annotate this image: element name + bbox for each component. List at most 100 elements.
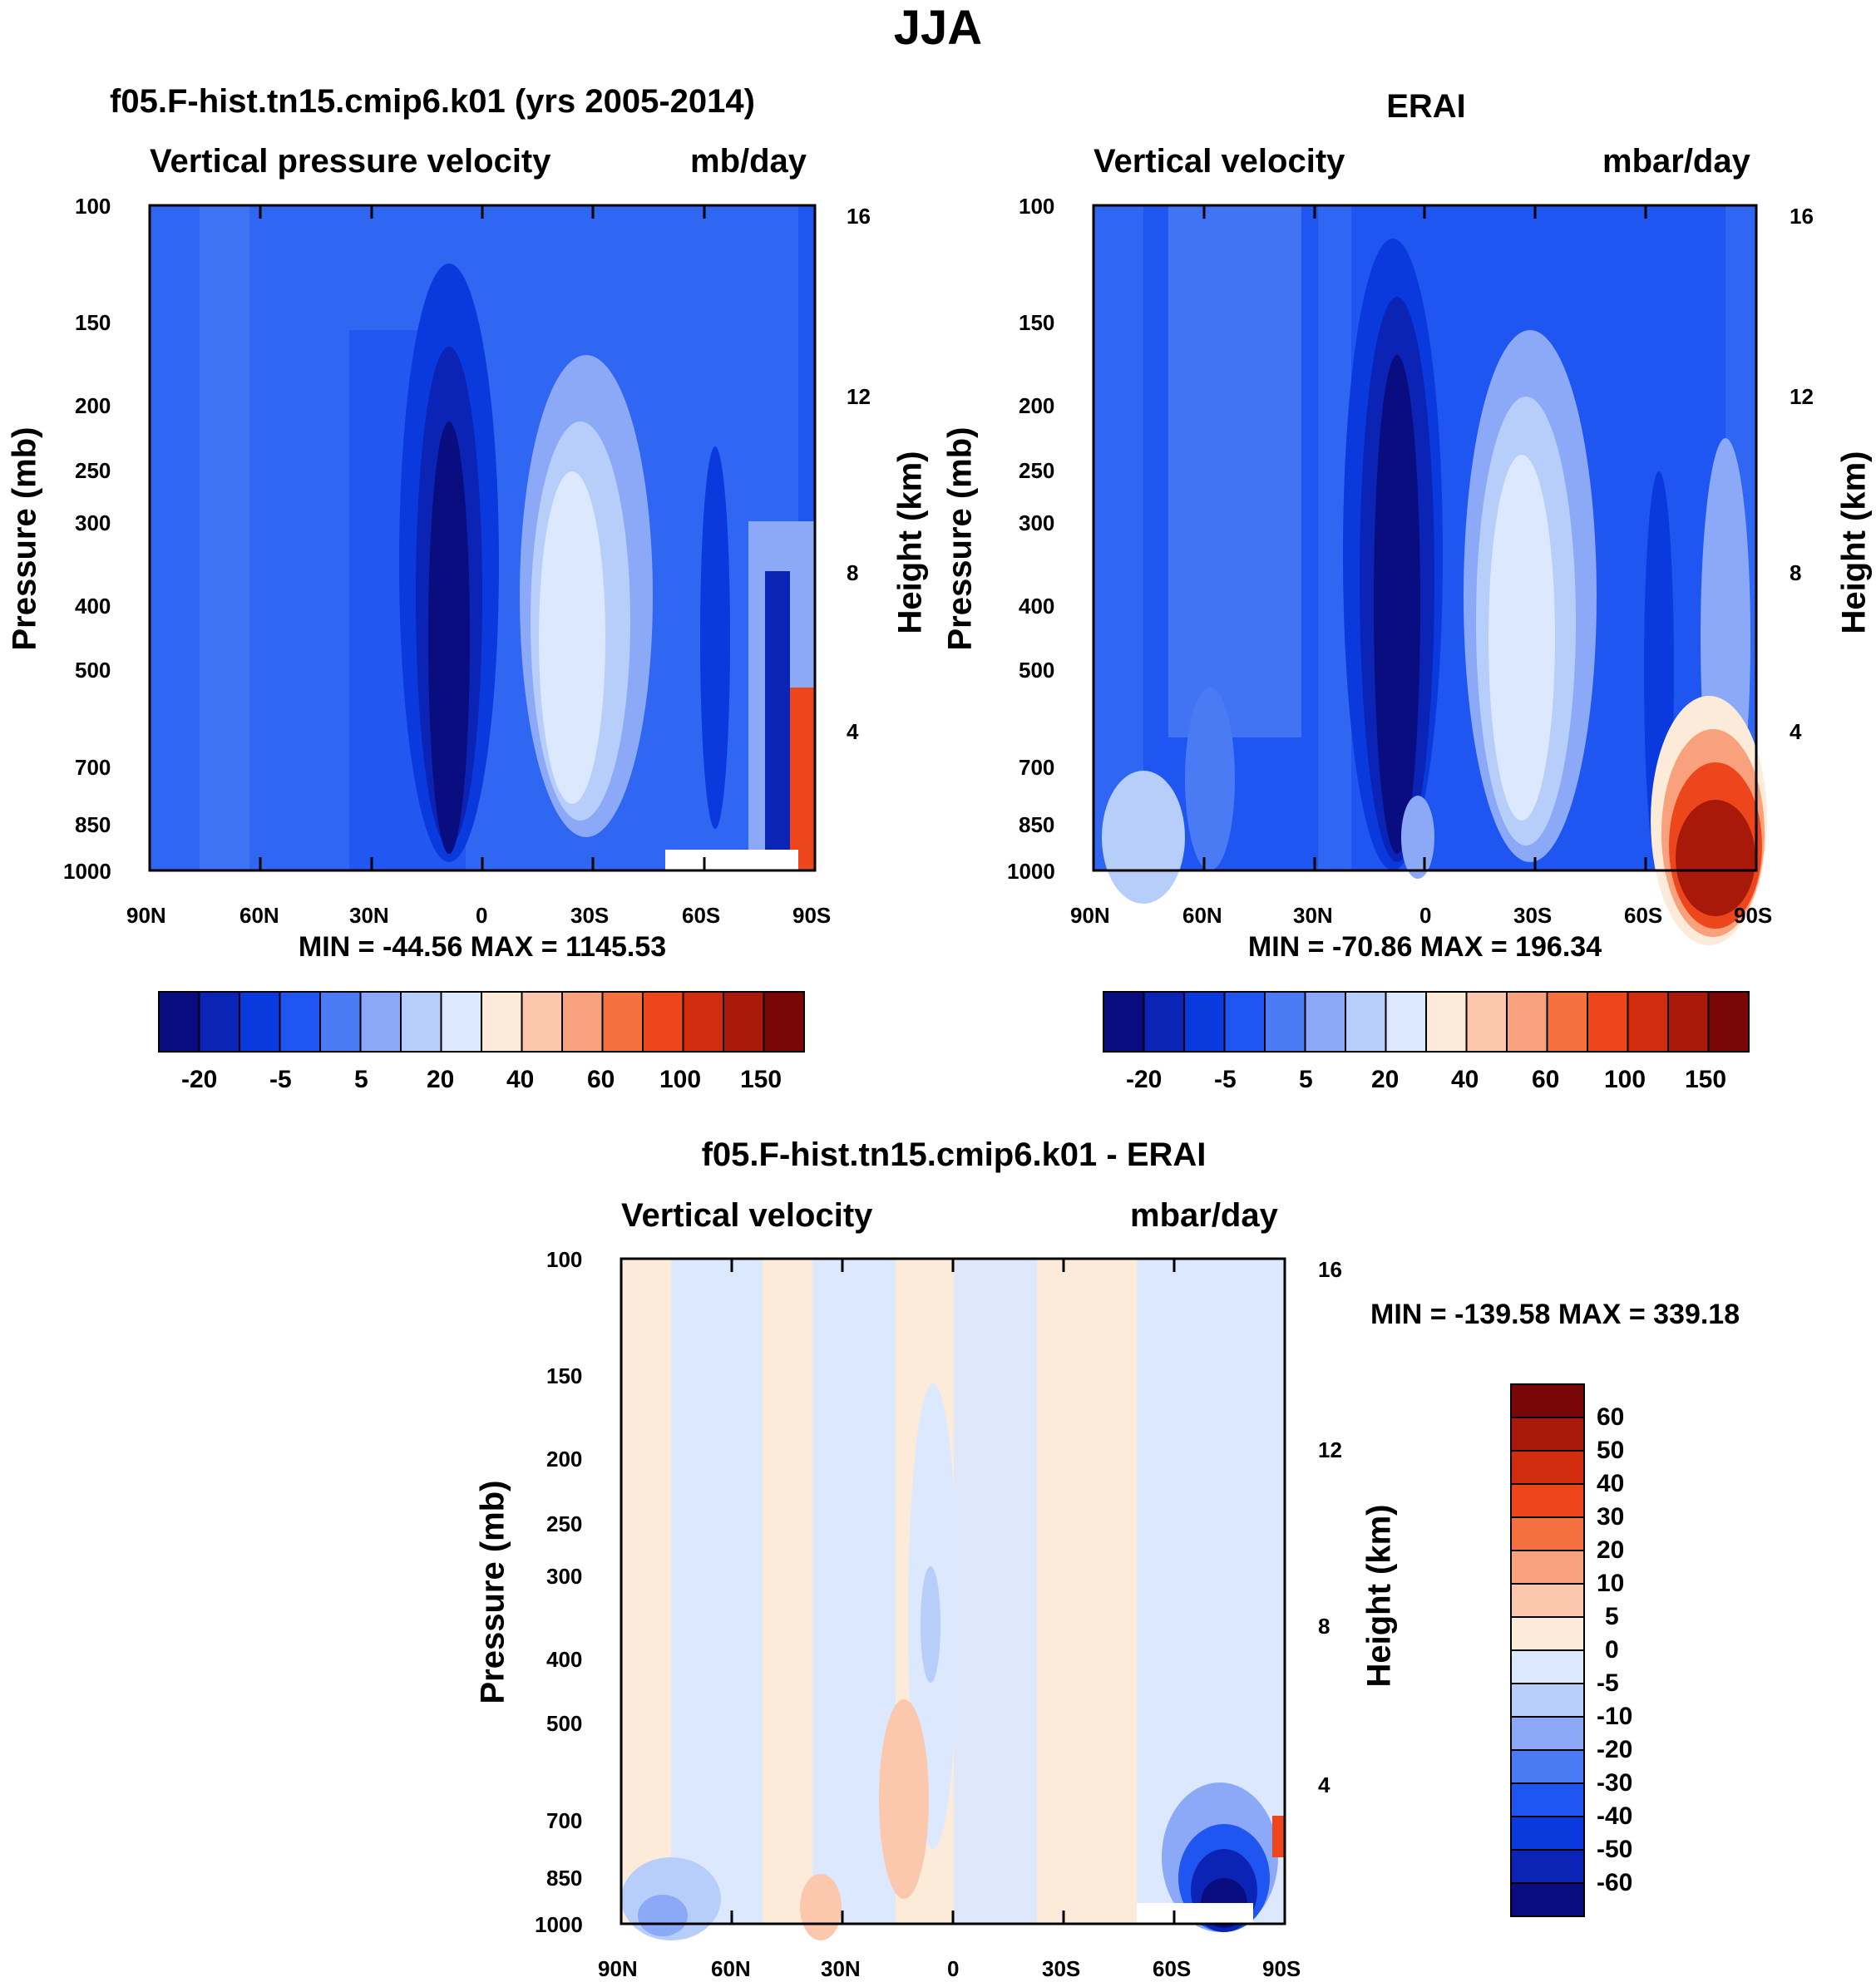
colorbar-swatch <box>1587 991 1629 1053</box>
colorbar-label: 60 <box>1597 1403 1625 1431</box>
y-tick: 1000 <box>63 859 111 884</box>
colorbar-swatch <box>1510 1583 1585 1618</box>
y-tick: 250 <box>1019 458 1055 483</box>
y-tick: 200 <box>75 393 111 418</box>
colorbar-swatch <box>1345 991 1387 1053</box>
height-tick: 8 <box>1790 560 1802 585</box>
colorbar-label: 40 <box>506 1066 535 1093</box>
height-tick: 12 <box>1790 384 1814 409</box>
colorbar-label: 150 <box>740 1066 782 1093</box>
x-tick: 60S <box>1153 1956 1192 1981</box>
colorbar-swatch <box>400 991 442 1053</box>
colorbar-swatch <box>1510 1417 1585 1452</box>
colorbar-swatch <box>158 991 200 1053</box>
colorbar-label: 60 <box>587 1066 615 1093</box>
y-tick: 700 <box>1019 755 1055 780</box>
colorbar-swatch <box>1510 1816 1585 1851</box>
colorbar-label: -10 <box>1597 1703 1633 1730</box>
y-tick: 150 <box>546 1363 583 1388</box>
x-tickmarks <box>148 205 817 870</box>
colorbar-label: 50 <box>1597 1437 1625 1464</box>
y-axis-label: Pressure (mb) <box>6 426 43 651</box>
contour-plot-model <box>148 204 817 872</box>
colorbar-swatch <box>1143 991 1185 1053</box>
y-tick: 300 <box>75 510 111 535</box>
y-axis-right-label: Height (km) <box>1360 1504 1398 1688</box>
colorbar-label: 40 <box>1451 1066 1479 1093</box>
colorbar-swatch <box>723 991 765 1053</box>
units-label: mbar/day <box>1602 143 1750 180</box>
units-label: mb/day <box>690 143 807 180</box>
colorbar-swatch <box>1546 991 1588 1053</box>
colorbar-label: -60 <box>1597 1869 1633 1896</box>
y-axis-label: Pressure (mb) <box>474 1480 511 1704</box>
colorbar-swatch <box>1510 1782 1585 1817</box>
y-tick: 400 <box>75 594 111 619</box>
x-tick: 30N <box>349 903 389 928</box>
colorbar-label: 10 <box>1597 1570 1625 1597</box>
colorbar-difference <box>1510 1383 1585 1917</box>
figure-title: JJA <box>893 1 983 55</box>
x-tick: 90N <box>598 1956 638 1981</box>
colorbar-swatch <box>1510 1649 1585 1684</box>
x-tick: 60N <box>239 903 279 928</box>
colorbar-swatch <box>239 991 281 1053</box>
variable-label: Vertical pressure velocity <box>150 143 551 180</box>
y-tick: 100 <box>1019 194 1055 219</box>
colorbar-swatch <box>481 991 523 1053</box>
x-tick: 0 <box>947 1956 960 1981</box>
colorbar-swatch <box>561 991 604 1053</box>
height-tick: 12 <box>847 384 871 409</box>
colorbar-swatch <box>1510 1849 1585 1884</box>
colorbar-label: 5 <box>1299 1066 1313 1093</box>
colorbar-swatch <box>682 991 724 1053</box>
colorbar-swatch <box>440 991 482 1053</box>
colorbar-swatch <box>1510 1882 1585 1917</box>
colorbar-swatch <box>1223 991 1266 1053</box>
colorbar-swatch <box>1103 991 1145 1053</box>
colorbar-label: 20 <box>1597 1536 1625 1564</box>
y-tick: 850 <box>1019 812 1055 837</box>
colorbar-swatch <box>1385 991 1427 1053</box>
min-max-stats: MIN = -139.58 MAX = 339.18 <box>1370 1299 1740 1330</box>
colorbar-swatch <box>1264 991 1306 1053</box>
colorbar-label: 30 <box>1597 1503 1625 1531</box>
colorbar-label: 5 <box>354 1066 368 1093</box>
y-axis-right-label: Height (km) <box>1835 451 1873 634</box>
x-tick: 0 <box>1419 903 1432 928</box>
y-tick: 400 <box>546 1647 583 1672</box>
colorbar-swatch <box>521 991 563 1053</box>
y-tick: 500 <box>546 1711 583 1736</box>
y-tick: 850 <box>546 1866 583 1891</box>
height-tick: 16 <box>1318 1257 1342 1282</box>
colorbar-swatch <box>1425 991 1468 1053</box>
panel-title: f05.F-hist.tn15.cmip6.k01 (yrs 2005-2014… <box>110 83 755 120</box>
y-tick: 1000 <box>535 1912 583 1937</box>
colorbar-swatch <box>1510 1450 1585 1485</box>
colorbar-swatch <box>359 991 402 1053</box>
colorbar-swatch <box>1465 991 1508 1053</box>
colorbar-swatch <box>1510 1550 1585 1585</box>
x-tick: 90S <box>1262 1956 1301 1981</box>
y-tick: 200 <box>1019 393 1055 418</box>
x-tick: 90N <box>1070 903 1110 928</box>
x-tick: 30N <box>1293 903 1333 928</box>
y-tick: 1000 <box>1007 859 1055 884</box>
colorbar-swatch <box>601 991 644 1053</box>
colorbar-swatch <box>1707 991 1750 1053</box>
colorbar-swatch <box>1510 1383 1585 1418</box>
colorbar-swatch <box>763 991 805 1053</box>
colorbar-label: 100 <box>659 1066 702 1093</box>
x-tick: 60S <box>682 903 721 928</box>
colorbar-label: 20 <box>1371 1066 1400 1093</box>
colorbar-swatch <box>642 991 684 1053</box>
colorbar-swatch <box>1183 991 1226 1053</box>
y-tick: 250 <box>75 458 111 483</box>
colorbar-label: 20 <box>427 1066 455 1093</box>
colorbar-swatch <box>319 991 362 1053</box>
colorbar-label: 150 <box>1685 1066 1727 1093</box>
colorbar-label: -5 <box>1214 1066 1237 1093</box>
colorbar-label: -20 <box>181 1066 218 1093</box>
colorbar-swatch <box>1510 1483 1585 1518</box>
colorbar-swatch <box>1627 991 1669 1053</box>
